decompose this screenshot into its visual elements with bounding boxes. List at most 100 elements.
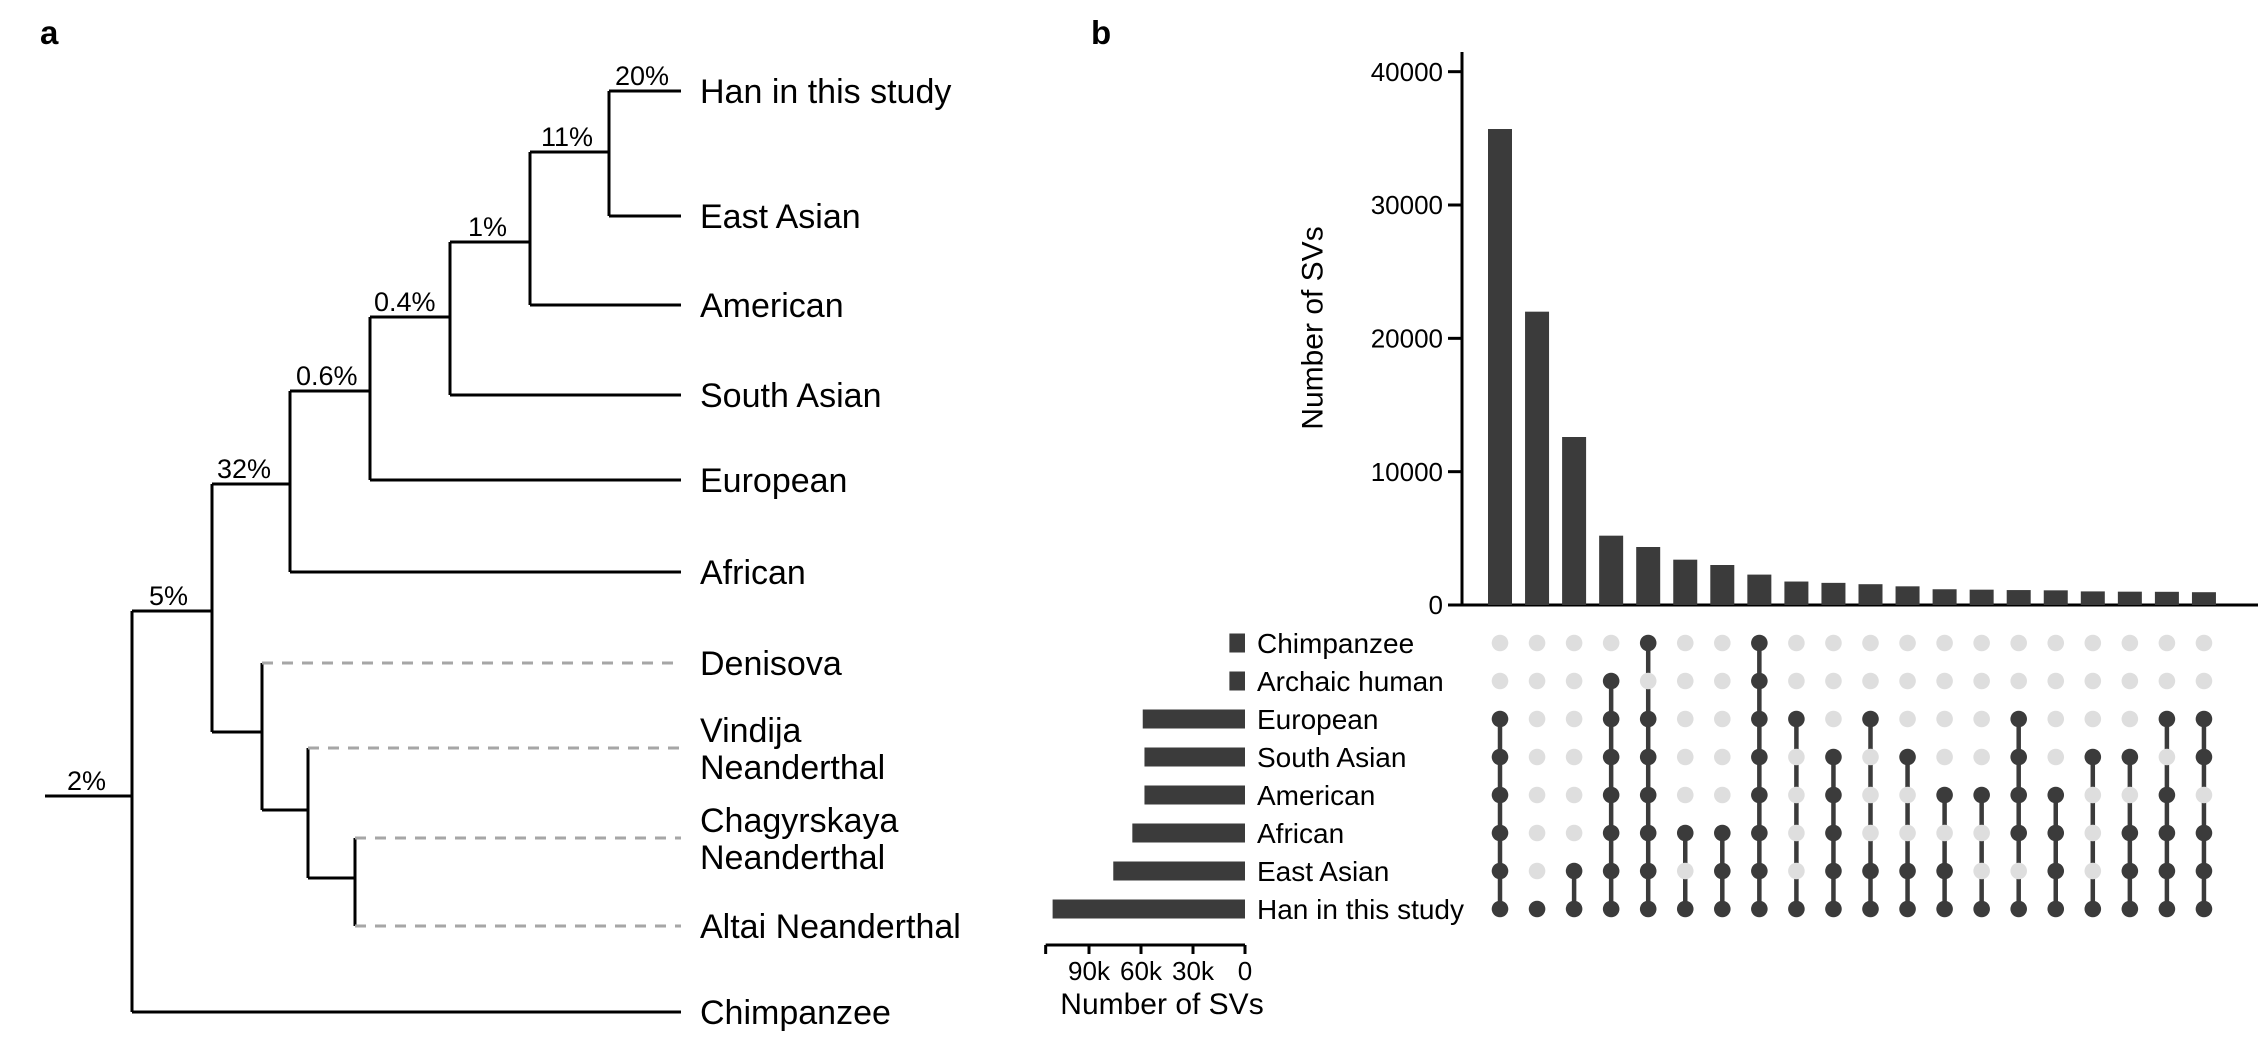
upset-intersection-bar [1969, 589, 1994, 605]
matrix-dot-empty [1565, 672, 1583, 690]
undefined [212, 0, 484, 484]
undefined [262, 0, 663, 663]
matrix-dot-empty [1899, 824, 1916, 842]
matrix-dot-empty [2121, 634, 2139, 652]
matrix-dot-filled [1825, 824, 1842, 842]
tree-tip-label: East Asian [700, 198, 861, 236]
matrix-dot-empty [2010, 634, 2027, 652]
matrix-dot-filled [1825, 900, 1842, 918]
matrix-dot-filled [1491, 786, 1509, 804]
matrix-dot-filled [2158, 862, 2176, 880]
set-size-bar [1132, 823, 1245, 843]
matrix-dot-filled [2158, 786, 2176, 804]
set-size-bar [1144, 785, 1245, 805]
matrix-dot-filled [1602, 862, 1620, 880]
matrix-dot-filled [2195, 748, 2213, 766]
undefined [91, 0, 609, 91]
matrix-dot-filled [1825, 786, 1842, 804]
matrix-dot-empty [2047, 672, 2065, 690]
matrix-dot-filled [2195, 900, 2213, 918]
tree-branch-percent-label: 1% [468, 212, 507, 242]
tree-tip-label: Altai Neanderthal [700, 908, 961, 946]
matrix-dot-empty [2084, 634, 2102, 652]
matrix-dot-filled [1639, 862, 1657, 880]
undefined [308, 0, 748, 748]
tree-tip-label: Chimpanzee [700, 994, 891, 1032]
matrix-dot-filled [1899, 862, 1916, 880]
matrix-dot-filled [1973, 900, 1990, 918]
matrix-dot-filled [2047, 862, 2065, 880]
matrix-dot-empty [1565, 634, 1583, 652]
matrix-dot-filled [1751, 824, 1768, 842]
set-size-bar [1113, 861, 1245, 881]
matrix-dot-filled [1602, 672, 1620, 690]
set-size-tick-label: 0 [1238, 956, 1252, 986]
matrix-dot-empty [1936, 824, 1953, 842]
matrix-dot-empty [1825, 710, 1842, 728]
matrix-dot-empty [2158, 634, 2176, 652]
set-size-bar [1052, 899, 1245, 919]
matrix-dot-empty [2195, 786, 2213, 804]
matrix-dot-empty [1528, 862, 1546, 880]
matrix-dot-filled [2010, 900, 2027, 918]
matrix-dot-empty [1862, 824, 1879, 842]
matrix-dot-filled [2010, 710, 2027, 728]
matrix-dot-filled [1899, 748, 1916, 766]
matrix-dot-empty [1899, 672, 1916, 690]
matrix-dot-filled [2047, 824, 2065, 842]
matrix-dot-empty [1528, 672, 1546, 690]
matrix-dot-empty [2121, 786, 2139, 804]
matrix-dot-filled [2047, 900, 2065, 918]
tree-branch-percent-label: 0.6% [296, 361, 358, 391]
set-row-label: African [1257, 818, 1344, 849]
matrix-dot-filled [1714, 862, 1731, 880]
matrix-dot-empty [1676, 672, 1694, 690]
matrix-dot-filled [1565, 900, 1583, 918]
matrix-dot-filled [2010, 748, 2027, 766]
matrix-dot-empty [1973, 748, 1990, 766]
tree-tip-label: South Asian [700, 377, 881, 415]
matrix-dot-filled [2084, 900, 2102, 918]
matrix-dot-filled [1491, 862, 1509, 880]
matrix-dot-empty [2195, 634, 2213, 652]
upset-intersection-bar [1784, 581, 1809, 605]
set-row-label: Chimpanzee [1257, 628, 1414, 659]
matrix-dot-empty [1676, 710, 1694, 728]
upset-y-axis-title: Number of SVs [1297, 226, 1330, 429]
matrix-dot-empty [2121, 710, 2139, 728]
matrix-dot-empty [1862, 748, 1879, 766]
matrix-dot-empty [1565, 824, 1583, 842]
upset-intersection-bar [1932, 589, 1957, 605]
matrix-dot-empty [1899, 634, 1916, 652]
matrix-dot-empty [2047, 710, 2065, 728]
matrix-dot-filled [1936, 900, 1953, 918]
matrix-dot-filled [1639, 900, 1657, 918]
matrix-dot-empty [1714, 748, 1731, 766]
matrix-dot-filled [1602, 900, 1620, 918]
matrix-dot-empty [1676, 786, 1694, 804]
matrix-dot-filled [1528, 900, 1546, 918]
matrix-dot-empty [1936, 710, 1953, 728]
set-row-label: South Asian [1257, 742, 1406, 773]
matrix-dot-filled [2084, 748, 2102, 766]
upset-intersection-bar [1821, 582, 1846, 605]
tree-tip-label: Chagyrskaya [700, 802, 899, 840]
set-size-bar [1229, 633, 1245, 653]
matrix-dot-filled [1788, 710, 1805, 728]
matrix-dot-filled [2195, 862, 2213, 880]
matrix-dot-empty [2158, 672, 2176, 690]
matrix-dot-filled [1639, 786, 1657, 804]
matrix-dot-empty [1565, 786, 1583, 804]
set-row-label: Han in this study [1257, 894, 1464, 925]
upset-y-tick-label: 40000 [1371, 57, 1443, 87]
upset-y-tick-label: 20000 [1371, 323, 1443, 353]
matrix-dot-empty [1714, 634, 1731, 652]
tree-branch-percent-label: 2% [67, 766, 106, 796]
matrix-dot-filled [1751, 634, 1768, 652]
matrix-dot-empty [2010, 862, 2027, 880]
upset-intersection-bar [2154, 591, 2179, 605]
matrix-dot-filled [2010, 824, 2027, 842]
matrix-dot-filled [1751, 710, 1768, 728]
set-size-tick-label: 90k [1068, 956, 1111, 986]
set-row-label: East Asian [1257, 856, 1389, 887]
